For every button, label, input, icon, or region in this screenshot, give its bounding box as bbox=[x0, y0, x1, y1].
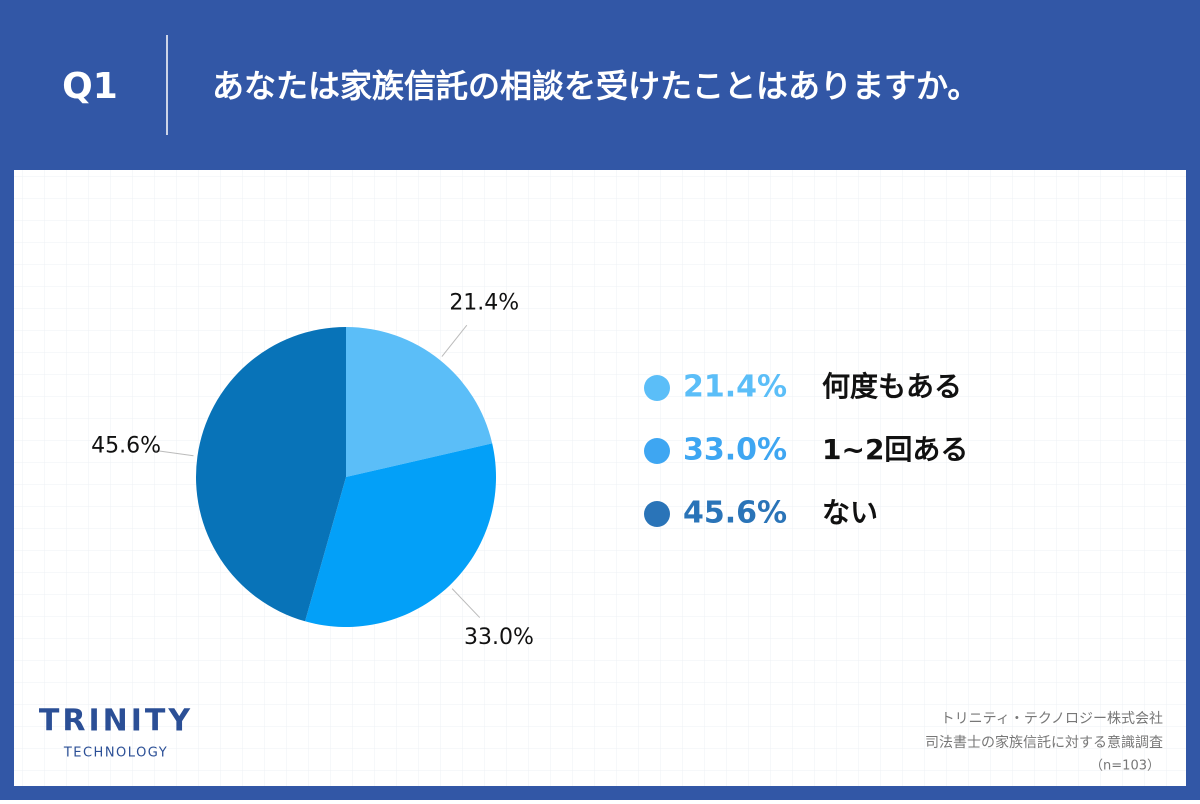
logo-sub: TECHNOLOGY bbox=[63, 746, 168, 761]
pie-slice bbox=[346, 327, 493, 477]
logo-name: TRINITY bbox=[39, 704, 193, 739]
legend-dot bbox=[644, 438, 670, 464]
leader-line bbox=[153, 449, 194, 457]
source-company: トリニティ・テクノロジー株式会社 bbox=[941, 711, 1163, 727]
panel-grid bbox=[14, 170, 1186, 786]
slice-label: 21.4% bbox=[449, 290, 519, 315]
question-title: あなたは家族信託の相談を受けたことはありますか。 bbox=[212, 67, 979, 105]
question-number: Q1 bbox=[62, 66, 118, 107]
slice-label: 45.6% bbox=[91, 433, 161, 458]
chart: 21.4% 21.4% 何度もある 33.0% 33.0% 1~2回ある 45.6% 45.6… bbox=[91, 290, 968, 650]
legend-label: 1~2回ある bbox=[822, 433, 968, 466]
source-survey: 司法書士の家族信託に対する意識調査 bbox=[925, 734, 1163, 751]
legend-value: 33.0% bbox=[683, 433, 787, 468]
leader-line bbox=[451, 588, 481, 618]
legend-dot bbox=[644, 375, 670, 401]
pie-slice bbox=[305, 443, 496, 627]
slice-label: 33.0% bbox=[464, 625, 534, 650]
leader-line bbox=[441, 324, 468, 357]
legend-dot bbox=[644, 501, 670, 527]
legend-value: 45.6% bbox=[683, 496, 787, 531]
source-sample: （n=103） bbox=[1090, 759, 1160, 774]
pie-slice bbox=[195, 327, 346, 622]
legend-label: ない bbox=[822, 496, 878, 529]
legend-value: 21.4% bbox=[683, 370, 787, 405]
legend-label: 何度もある bbox=[822, 370, 962, 403]
